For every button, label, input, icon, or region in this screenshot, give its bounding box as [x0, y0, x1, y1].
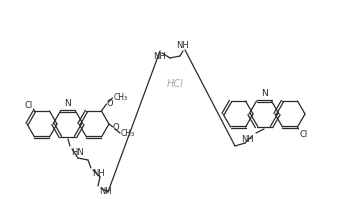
Text: Cl: Cl — [24, 101, 33, 110]
Text: HN: HN — [71, 148, 84, 157]
Text: O: O — [107, 99, 113, 107]
Text: CH₃: CH₃ — [113, 93, 128, 101]
Text: CH₃: CH₃ — [121, 130, 135, 139]
Text: HCl: HCl — [167, 79, 184, 89]
Text: N: N — [65, 99, 71, 108]
Text: O: O — [113, 124, 120, 133]
Text: NH: NH — [154, 52, 166, 61]
Text: NH: NH — [99, 187, 112, 196]
Text: NH: NH — [92, 169, 105, 178]
Text: N: N — [261, 89, 268, 98]
Text: NH: NH — [241, 135, 254, 144]
Text: Cl: Cl — [299, 130, 308, 139]
Text: NH: NH — [177, 41, 189, 50]
